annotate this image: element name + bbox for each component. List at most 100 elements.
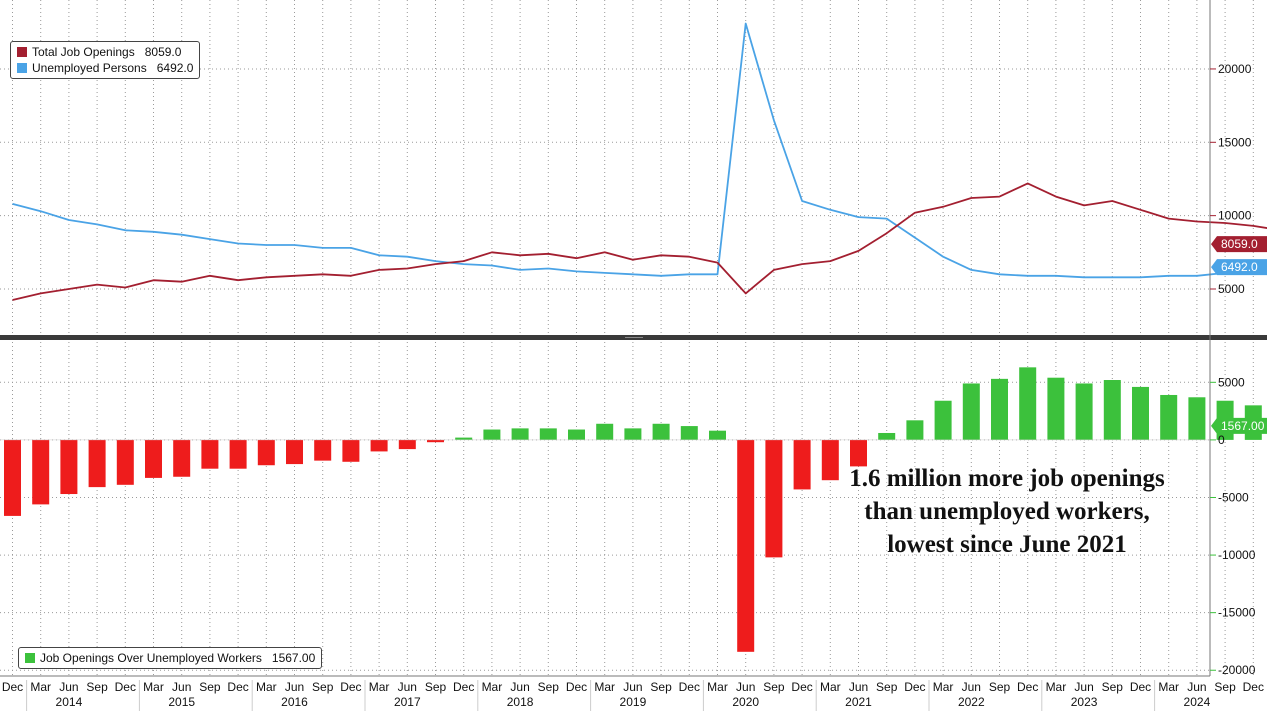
difference-bar [934, 400, 952, 440]
difference-bar [455, 437, 473, 440]
x-month-label: Jun [510, 680, 529, 694]
difference-bar [680, 426, 698, 440]
y-tick-label-bottom: 5000 [1218, 375, 1245, 389]
x-year-label: 2014 [56, 695, 83, 709]
x-month-label: Sep [312, 680, 334, 694]
x-month-label: Dec [115, 680, 136, 694]
x-month-label: Dec [1243, 680, 1264, 694]
top-legend: Total Job Openings 8059.0 Unemployed Per… [10, 41, 201, 79]
x-month-label: Jun [59, 680, 78, 694]
x-year-label: 2018 [507, 695, 534, 709]
x-month-label: Jun [285, 680, 304, 694]
x-month-label: Dec [453, 680, 474, 694]
x-month-label: Sep [86, 680, 108, 694]
difference-bar [32, 439, 50, 505]
difference-last-value-box [1211, 417, 1267, 434]
difference-bar [229, 439, 247, 469]
unemployed-last-value-box [1211, 259, 1267, 276]
difference-bar [539, 428, 557, 440]
legend-label-difference: Job Openings Over Unemployed Workers [40, 651, 262, 665]
difference-bar [568, 429, 585, 440]
difference-bar [1075, 383, 1093, 440]
x-month-label: Mar [369, 680, 390, 694]
difference-bar [821, 439, 839, 481]
y-tick-label-bottom: 0 [1218, 433, 1225, 447]
openings-last-value-box [1211, 236, 1267, 253]
difference-bar [427, 439, 444, 443]
difference-bar [60, 439, 78, 495]
x-month-label: Jun [962, 680, 981, 694]
difference-bar [4, 439, 21, 516]
grid [0, 0, 1254, 676]
difference-bar [201, 439, 219, 469]
x-month-label: Sep [1214, 680, 1236, 694]
y-tick-label-top: 20000 [1218, 62, 1252, 76]
difference-bar [793, 439, 811, 490]
y-tick-label-bottom: -15000 [1218, 606, 1256, 620]
x-month-label: Mar [594, 680, 615, 694]
difference-bar [342, 439, 360, 462]
x-month-label: Jun [623, 680, 642, 694]
x-month-label: Dec [2, 680, 23, 694]
openings-line [12, 182, 1267, 301]
difference-bar [1160, 394, 1178, 440]
legend-item-difference: Job Openings Over Unemployed Workers 156… [25, 650, 315, 666]
x-month-label: Mar [1158, 680, 1179, 694]
difference-bar [1019, 367, 1037, 440]
x-month-label: Mar [707, 680, 728, 694]
x-year-label: 2016 [281, 695, 308, 709]
difference-bar [596, 423, 614, 440]
difference-bar [1132, 386, 1149, 440]
difference-bar [483, 429, 501, 440]
x-month-label: Dec [791, 680, 812, 694]
x-month-label: Jun [172, 680, 191, 694]
x-year-label: 2022 [958, 695, 985, 709]
legend-value-openings: 8059.0 [144, 45, 182, 59]
y-tick-label-top: 5000 [1218, 282, 1245, 296]
x-year-label: 2015 [168, 695, 195, 709]
x-month-label: Sep [1102, 680, 1124, 694]
x-month-label: Mar [1046, 680, 1067, 694]
difference-bar [991, 378, 1008, 440]
x-month-label: Jun [1187, 680, 1206, 694]
unemployed-line [12, 22, 1267, 279]
x-month-label: Sep [989, 680, 1011, 694]
unemployed-last-value: 6492.0 [1221, 260, 1258, 274]
difference-last-value: 1567.00 [1221, 419, 1265, 433]
x-month-label: Jun [398, 680, 417, 694]
y-tick-label-bottom: -20000 [1218, 663, 1256, 677]
x-month-label: Dec [679, 680, 700, 694]
x-month-label: Sep [425, 680, 447, 694]
x-month-label: Sep [199, 680, 221, 694]
x-month-label: Jun [849, 680, 868, 694]
x-year-label: 2020 [732, 695, 759, 709]
difference-bar [962, 383, 980, 440]
x-month-label: Mar [30, 680, 51, 694]
x-month-label: Dec [904, 680, 925, 694]
x-month-label: Sep [538, 680, 560, 694]
x-year-label: 2019 [620, 695, 647, 709]
x-year-label: 2021 [845, 695, 872, 709]
x-month-label: Mar [256, 680, 277, 694]
difference-bar [116, 439, 134, 485]
difference-bar [286, 439, 303, 465]
x-year-label: 2024 [1184, 695, 1211, 709]
difference-bar [1047, 377, 1065, 440]
y-tick-label-bottom: -10000 [1218, 548, 1256, 562]
legend-value-difference: 1567.00 [271, 651, 316, 665]
difference-swatch [25, 653, 35, 663]
x-month-label: Dec [1017, 680, 1038, 694]
difference-bar [624, 428, 642, 440]
x-month-label: Jun [1074, 680, 1093, 694]
x-month-label: Dec [1130, 680, 1151, 694]
difference-bar [173, 439, 191, 477]
unemployed-swatch [17, 63, 27, 73]
x-month-label: Jun [736, 680, 755, 694]
difference-bar [652, 423, 670, 440]
x-month-label: Dec [566, 680, 587, 694]
x-month-label: Sep [763, 680, 785, 694]
chart-annotation: 1.6 million more job openings than unemp… [849, 465, 1165, 558]
difference-bar [511, 428, 529, 440]
x-year-label: 2023 [1071, 695, 1098, 709]
